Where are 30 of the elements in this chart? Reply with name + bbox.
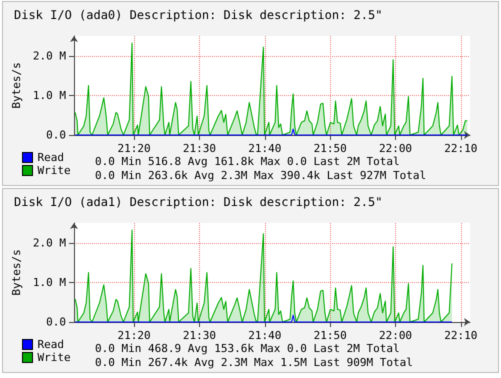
text: 0.0 Min 267.4k Avg 2.3M Max 1.5M Last 909M Total: [95, 356, 413, 369]
y-tick-label: 2.0 M: [32, 49, 66, 62]
x-tick-label: 22:00: [378, 329, 412, 342]
legend-label: Read: [38, 151, 64, 164]
legend-label: Write: [38, 351, 71, 364]
y-tick-label: 0.0: [46, 128, 66, 142]
x-tick-label: 21:50: [314, 142, 347, 155]
x-tick-label: 21:20: [118, 329, 151, 342]
y-axis-title: Bytes/s: [10, 62, 23, 109]
x-tick-label: 22:10: [444, 329, 478, 342]
x-tick-label: 21:30: [182, 142, 216, 155]
x-tick-label: 21:20: [118, 142, 151, 155]
text: 0.0 Min 468.9 Avg 153.6k Max 0.0 Last 2M Total: [95, 342, 400, 355]
x-tick-label: 22:10: [444, 142, 478, 155]
y-axis-title: Bytes/s: [10, 249, 23, 296]
text: 0.0 Min 263.6k Avg 2.3M Max 390.4k Last 927M Total: [95, 169, 426, 182]
y-tick-label: 0.0: [46, 316, 66, 328]
x-tick-label: 21:40: [248, 142, 282, 155]
chart-title: Disk I/O (ada0) Description: Disk description: 2.5": [14, 8, 382, 22]
text: 0.0 Min 516.8 Avg 161.8k Max 0.0 Last 2M Total: [95, 155, 400, 168]
legend-label: Read: [38, 338, 64, 351]
x-tick-label: 21:40: [248, 329, 282, 342]
y-tick-label: 1.0 M: [32, 88, 66, 102]
y-tick-label: 1.0 M: [32, 276, 66, 289]
legend-label: Write: [38, 164, 71, 177]
x-tick-label: 21:30: [182, 329, 216, 342]
chart-title: Disk I/O (ada1) Description: Disk description: 2.5": [14, 195, 382, 209]
x-tick-label: 22:00: [378, 142, 412, 155]
x-tick-label: 21:50: [314, 329, 347, 342]
y-tick-label: 2.0 M: [32, 236, 66, 250]
